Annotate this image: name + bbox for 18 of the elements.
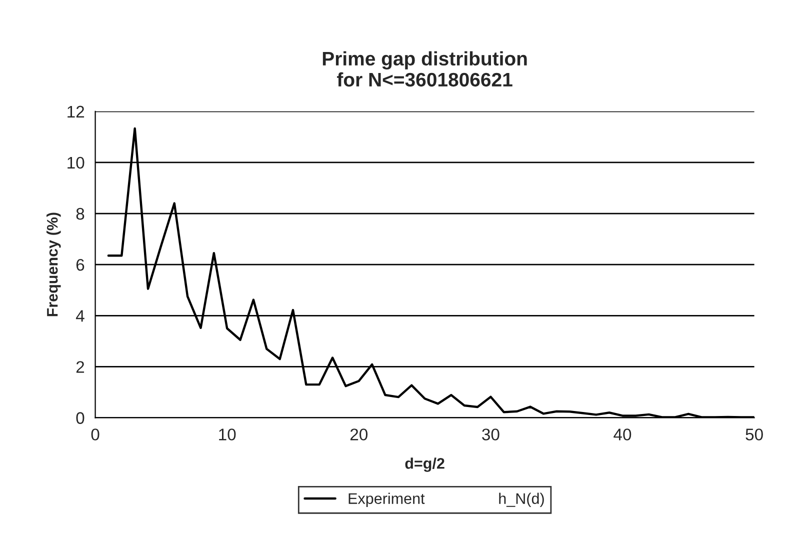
chart-title: Prime gap distribution for N<=3601806621	[322, 51, 527, 87]
y-tick-label: 2	[76, 361, 84, 373]
text: h_N(d)	[499, 492, 544, 508]
x-tick-label: 40	[614, 428, 632, 440]
y-axis-title: Frequency (%)	[46, 212, 61, 316]
y-tick-label: 0	[76, 412, 84, 424]
x-axis-title: d=g/2	[405, 458, 444, 472]
x-tick-label: 0	[91, 428, 100, 440]
x-tick-label: 20	[350, 428, 368, 440]
y-tick-label: 10	[68, 156, 84, 169]
y-tick-label: 4	[76, 310, 84, 322]
y-tick-label: 6	[76, 258, 84, 271]
x-tick-label: 50	[746, 428, 763, 440]
legend-label: Experiment	[348, 492, 425, 508]
x-tick-label: 30	[482, 428, 500, 440]
y-tick-label: 8	[76, 208, 84, 220]
x-tick-label: 10	[219, 428, 236, 440]
y-tick-label: 12	[68, 106, 84, 118]
